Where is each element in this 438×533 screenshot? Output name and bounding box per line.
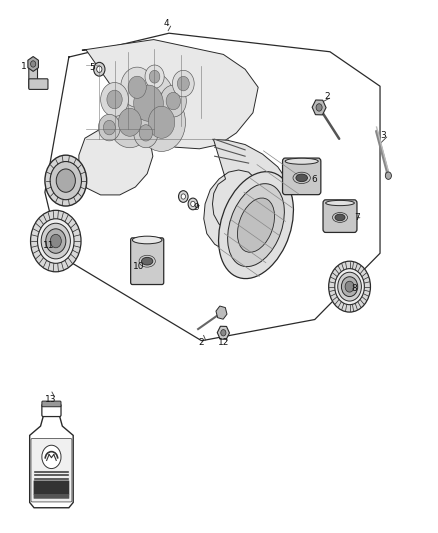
Circle shape	[109, 97, 151, 148]
Circle shape	[191, 201, 195, 207]
Text: 11: 11	[42, 241, 54, 250]
Circle shape	[335, 269, 364, 305]
Circle shape	[177, 76, 189, 91]
FancyBboxPatch shape	[42, 404, 61, 417]
Circle shape	[31, 211, 81, 272]
Circle shape	[134, 118, 158, 148]
FancyBboxPatch shape	[42, 401, 61, 407]
Ellipse shape	[335, 214, 345, 221]
Circle shape	[328, 261, 371, 312]
Text: 8: 8	[351, 284, 357, 293]
Circle shape	[138, 93, 185, 151]
Circle shape	[107, 90, 122, 109]
Circle shape	[338, 272, 361, 301]
Ellipse shape	[141, 257, 153, 265]
Circle shape	[97, 66, 102, 72]
Text: 2: 2	[324, 92, 330, 101]
Text: 9: 9	[194, 203, 199, 212]
Ellipse shape	[296, 174, 307, 182]
Circle shape	[342, 277, 358, 296]
Circle shape	[221, 329, 226, 336]
Circle shape	[42, 445, 61, 469]
FancyBboxPatch shape	[31, 439, 72, 502]
Circle shape	[41, 223, 71, 259]
Text: 1: 1	[21, 62, 27, 70]
Circle shape	[179, 191, 188, 203]
Circle shape	[99, 114, 120, 141]
Text: 3: 3	[381, 131, 386, 140]
Ellipse shape	[132, 236, 162, 244]
Circle shape	[103, 120, 115, 135]
Circle shape	[188, 198, 198, 210]
Circle shape	[46, 229, 66, 253]
Circle shape	[345, 281, 354, 292]
Circle shape	[316, 104, 322, 111]
Circle shape	[50, 235, 61, 248]
Circle shape	[94, 62, 105, 76]
FancyBboxPatch shape	[29, 66, 38, 88]
Polygon shape	[30, 415, 73, 508]
Circle shape	[160, 85, 186, 117]
Circle shape	[121, 70, 176, 136]
FancyBboxPatch shape	[323, 200, 357, 232]
Circle shape	[31, 61, 36, 67]
Circle shape	[45, 155, 87, 206]
Circle shape	[181, 194, 185, 199]
FancyBboxPatch shape	[131, 238, 164, 285]
Circle shape	[118, 108, 141, 136]
Circle shape	[128, 76, 146, 99]
Circle shape	[120, 67, 154, 108]
FancyBboxPatch shape	[283, 158, 321, 195]
Text: 5: 5	[89, 63, 95, 71]
Ellipse shape	[325, 200, 354, 206]
Circle shape	[38, 219, 74, 263]
Circle shape	[145, 65, 164, 88]
Circle shape	[173, 70, 194, 97]
FancyBboxPatch shape	[29, 79, 48, 90]
Circle shape	[56, 169, 75, 192]
Text: 7: 7	[354, 213, 360, 222]
Circle shape	[139, 125, 152, 141]
Text: 6: 6	[311, 174, 317, 183]
Circle shape	[134, 85, 163, 122]
Text: 2: 2	[199, 338, 205, 348]
Circle shape	[385, 172, 392, 180]
Polygon shape	[204, 139, 292, 255]
Ellipse shape	[285, 158, 318, 164]
FancyBboxPatch shape	[34, 494, 69, 499]
Text: 13: 13	[45, 394, 57, 403]
Circle shape	[166, 92, 180, 110]
Polygon shape	[79, 39, 258, 195]
Ellipse shape	[237, 198, 275, 252]
Circle shape	[148, 106, 175, 139]
Circle shape	[50, 161, 81, 200]
FancyBboxPatch shape	[34, 480, 69, 495]
Ellipse shape	[228, 184, 284, 266]
Circle shape	[149, 70, 160, 83]
Circle shape	[101, 83, 128, 116]
Text: 12: 12	[218, 338, 229, 348]
Text: 10: 10	[133, 262, 144, 271]
Text: 4: 4	[164, 19, 170, 28]
Ellipse shape	[219, 172, 293, 279]
